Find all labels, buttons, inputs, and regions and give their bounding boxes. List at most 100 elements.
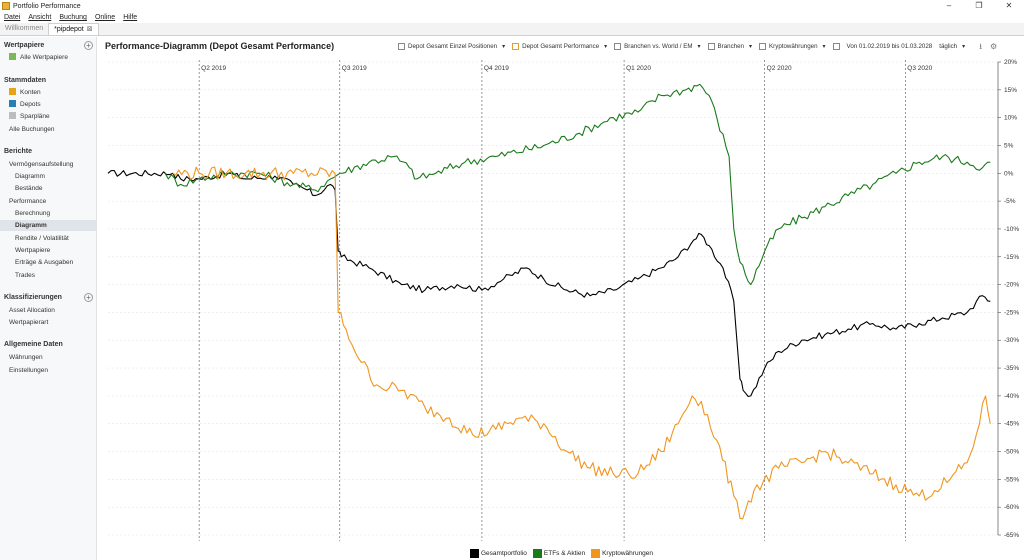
quarter-label: Q3 2019 (342, 65, 367, 72)
sidebar-item-berechnung[interactable]: Berechnung (15, 210, 51, 217)
menu-buchung[interactable]: Buchung (59, 14, 87, 21)
y-tick-label: 0% (1004, 170, 1014, 177)
performance-chart: Q2 2019 Q3 2019 Q4 2019 Q1 2020 Q2 2020 Q3 20… (107, 59, 1019, 541)
sidebar-item-einstellungen[interactable]: Einstellungen (9, 367, 49, 374)
legend-label: ETFs & Aktien (543, 549, 586, 557)
interval-selector[interactable]: täglich ▾ (939, 43, 965, 50)
legend-swatch (591, 548, 601, 558)
menu-ansicht[interactable]: Ansicht (28, 14, 52, 21)
menu-hilfe[interactable]: Hilfe (123, 14, 138, 21)
add-wertpapiere-icon[interactable]: + (84, 41, 93, 50)
checkbox-icon (707, 43, 715, 50)
legend-item-gesamtportfolio[interactable]: Gesamtportfolio (470, 548, 527, 558)
sidebar-item-rendite-volatilitaet[interactable]: Rendite / Volatilität (15, 235, 69, 242)
sidebar-item-ertraege-ausgaben[interactable]: Erträge & Ausgaben (15, 259, 74, 266)
section-stammdaten: Stammdaten (4, 77, 47, 84)
series-lines (107, 83, 991, 520)
tab-label: Willkommen (5, 25, 44, 32)
caret-down-icon[interactable]: ▾ (697, 44, 701, 50)
sidebar-item-alle-buchungen[interactable]: Alle Buchungen (9, 126, 55, 133)
gear-icon[interactable]: ⚙ (990, 42, 998, 51)
toolbar-label: Branchen vs. World / EM (624, 43, 693, 50)
sidebar-item-diagramm-vermoegen[interactable]: Diagramm (15, 173, 45, 180)
sidebar-item-alle-wertpapiere[interactable]: Alle Wertpapiere (9, 52, 68, 63)
tab-bar: Willkommen *pipdepot ⊠ (0, 23, 1024, 36)
section-wertpapiere: Wertpapiere (4, 42, 45, 49)
toolbar-label: Depot Gesamt Performance (522, 43, 600, 50)
y-tick-label: -5% (1004, 198, 1016, 205)
securities-icon (9, 53, 16, 60)
depots-icon (9, 100, 16, 107)
y-tick-label: 10% (1004, 115, 1017, 122)
minimize-button[interactable]: – (946, 1, 952, 10)
menu-online[interactable]: Online (94, 14, 116, 21)
main-panel: Performance-Diagramm (Depot Gesamt Perfo… (98, 37, 1024, 560)
series-line-2 (172, 166, 991, 520)
sidebar-item-wertpapierart[interactable]: Wertpapierart (9, 319, 49, 326)
caret-down-icon[interactable]: ▾ (604, 44, 608, 50)
y-tick-label: -60% (1004, 504, 1019, 511)
toolbar-item-gesamt-performance[interactable]: Depot Gesamt Performance ▾ (512, 43, 607, 50)
caret-down-icon[interactable]: ▾ (962, 44, 966, 50)
sidebar-item-asset-allocation[interactable]: Asset Allocation (9, 307, 55, 314)
y-tick-label: -10% (1004, 226, 1019, 233)
tab-label: *pipdepot (54, 26, 84, 33)
toolbar-item-einzel-positionen[interactable]: Depot Gesamt Einzel Positionen ▾ (398, 43, 505, 50)
y-axis: 20% 15% 10% 5% 0% -5% -10% -15% -20% -25% -30% -35%… (997, 59, 1019, 539)
app-icon (2, 2, 10, 10)
y-tick-label: -40% (1004, 393, 1019, 400)
checkbox-icon (512, 43, 520, 50)
y-tick-label: -50% (1004, 449, 1019, 456)
toolbar-item-kryptowaehrungen[interactable]: Kryptowährungen ▾ (759, 43, 826, 50)
sidebar-item-trades[interactable]: Trades (15, 272, 35, 279)
y-tick-label: -30% (1004, 337, 1019, 344)
y-tick-label: -45% (1004, 421, 1019, 428)
y-tick-label: 20% (1004, 59, 1017, 66)
sidebar-item-konten[interactable]: Konten (9, 87, 41, 98)
y-tick-label: -65% (1004, 532, 1019, 539)
tab-willkommen[interactable]: Willkommen (0, 23, 48, 35)
section-allgemeine-daten: Allgemeine Daten (4, 341, 63, 348)
quarter-label: Q3 2020 (907, 65, 932, 72)
close-window-button[interactable]: ✕ (1005, 1, 1013, 10)
sidebar-item-waehrungen[interactable]: Währungen (9, 354, 43, 361)
toolbar-item-branchen[interactable]: Branchen ▾ (707, 43, 753, 50)
caret-down-icon[interactable]: ▾ (822, 44, 826, 50)
sidebar-item-diagramm-performance[interactable]: Diagramm (0, 220, 96, 231)
y-tick-label: 15% (1004, 87, 1017, 94)
checkbox-icon (759, 43, 767, 50)
legend-label: Gesamtportfolio (481, 549, 527, 557)
toolbar-item-branchen-world[interactable]: Branchen vs. World / EM ▾ (614, 43, 701, 50)
y-tick-label: 5% (1004, 142, 1014, 149)
period-label: Von 01.02.2019 bis 01.03.2028 (846, 43, 933, 50)
chart-title: Performance-Diagramm (Depot Gesamt Perfo… (105, 41, 335, 51)
sidebar-item-bestaende[interactable]: Bestände (15, 185, 43, 192)
window-title: Portfolio Performance (13, 2, 81, 10)
caret-down-icon[interactable]: ▾ (749, 44, 753, 50)
export-icon[interactable]: ⭳ (979, 42, 983, 51)
section-klassifizierungen: Klassifizierungen (4, 294, 62, 301)
sidebar-item-wertpapiere[interactable]: Wertpapiere (15, 247, 51, 254)
sidebar-item-vermoegensaufstellung[interactable]: Vermögensaufstellung (9, 161, 74, 168)
caret-down-icon[interactable]: ▾ (502, 44, 506, 50)
menu-datei[interactable]: Datei (4, 14, 21, 21)
accounts-icon (9, 88, 16, 95)
sidebar-item-depots[interactable]: Depots (9, 99, 41, 110)
legend-swatch (532, 548, 542, 558)
y-tick-label: -15% (1004, 254, 1019, 261)
legend-label: Kryptowährungen (602, 549, 654, 557)
toolbar-label: Branchen (717, 43, 745, 50)
quarter-markers: Q2 2019 Q3 2019 Q4 2019 Q1 2020 Q2 2020 Q3 20… (198, 60, 933, 541)
legend-item-kryptowaehrungen[interactable]: Kryptowährungen (591, 548, 654, 558)
legend-item-etfs-aktien[interactable]: ETFs & Aktien (532, 548, 586, 558)
sidebar-item-label: Alle Wertpapiere (20, 54, 68, 61)
maximize-button[interactable]: ❐ (975, 1, 983, 10)
sidebar-item-sparplaene[interactable]: Sparpläne (9, 111, 50, 122)
sidebar-item-performance[interactable]: Performance (9, 198, 47, 205)
quarter-label: Q4 2019 (484, 65, 509, 72)
toolbar-label: Depot Gesamt Einzel Positionen (408, 43, 498, 50)
period-selector[interactable]: Von 01.02.2019 bis 01.03.2028 (832, 43, 933, 50)
add-klassifizierung-icon[interactable]: + (84, 293, 93, 302)
tab-close-icon[interactable]: ⊠ (86, 26, 93, 33)
tab-pipdepot[interactable]: *pipdepot ⊠ (48, 23, 99, 35)
